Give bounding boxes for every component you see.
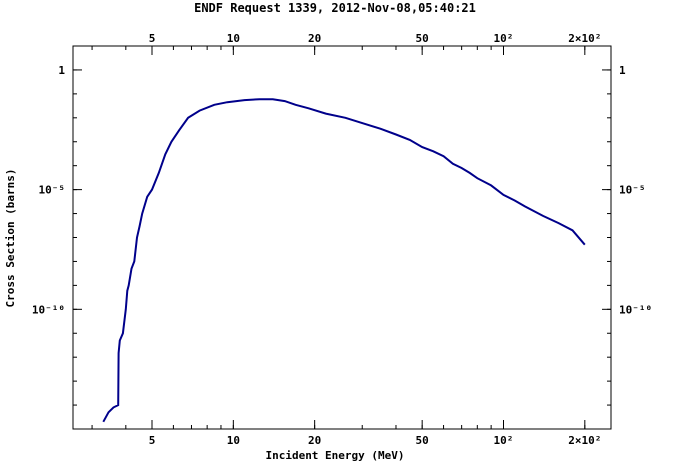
y-tick-label-right: 10⁻⁵ [619, 184, 646, 197]
x-tick-label: 20 [308, 434, 321, 447]
x-tick-label: 50 [416, 434, 429, 447]
y-tick-label: 10⁻¹⁰ [32, 303, 65, 316]
x-tick-label-top: 50 [416, 32, 429, 45]
x-tick-label: 10² [494, 434, 514, 447]
x-tick-label: 10 [227, 434, 240, 447]
x-tick-label-top: 5 [149, 32, 156, 45]
x-tick-label-top: 2×10² [568, 32, 601, 45]
y-tick-label-right: 10⁻¹⁰ [619, 303, 652, 316]
x-axis-label: Incident Energy (MeV) [265, 449, 404, 462]
axis-ticks [73, 45, 611, 430]
x-tick-label-top: 10² [494, 32, 514, 45]
plot-frame [72, 45, 612, 430]
x-tick-label-top: 10 [227, 32, 240, 45]
x-tick-label-top: 20 [308, 32, 321, 45]
x-tick-label: 2×10² [568, 434, 601, 447]
tick-labels: 5 5 10 10 20 20 50 50 10² 10² 2×10² 2×10² 1 1 10⁻⁵ 10⁻⁵… [32, 32, 652, 447]
y-tick-label-right: 1 [619, 64, 626, 77]
x-tick-label: 5 [149, 434, 156, 447]
y-tick-label: 10⁻⁵ [39, 184, 66, 197]
y-tick-label: 1 [58, 64, 65, 77]
series-line [102, 98, 586, 423]
y-axis-label: Cross Section (barns) [4, 168, 17, 307]
chart-title: ENDF Request 1339, 2012-Nov-08,05:40:21 [194, 1, 476, 15]
